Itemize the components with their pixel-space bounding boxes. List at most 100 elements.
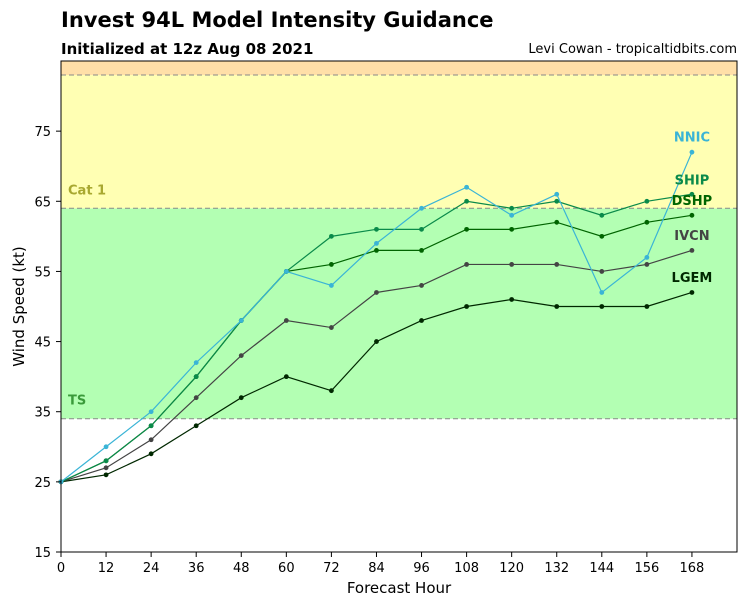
data-point xyxy=(554,262,560,267)
data-point xyxy=(689,212,695,218)
series-lgem xyxy=(58,290,695,485)
data-point xyxy=(148,437,154,443)
x-tick-label: 156 xyxy=(634,561,659,576)
data-point xyxy=(599,269,605,274)
band-label-ts: TS xyxy=(68,394,86,409)
x-tick-label: 24 xyxy=(143,561,160,576)
data-point xyxy=(103,472,109,478)
data-point xyxy=(554,304,560,309)
series-lines xyxy=(58,149,695,485)
x-tick-label: 72 xyxy=(323,561,340,576)
series-label-dshp: DSHP xyxy=(672,194,713,209)
series-label-lgem: LGEM xyxy=(672,271,713,286)
data-point xyxy=(644,262,650,267)
data-point xyxy=(283,269,289,274)
data-point xyxy=(689,191,695,197)
data-point xyxy=(509,297,515,302)
data-point xyxy=(689,247,695,253)
data-point xyxy=(193,423,199,429)
x-tick-label: 12 xyxy=(98,561,115,576)
data-point xyxy=(238,395,244,401)
data-point xyxy=(103,465,109,471)
data-point xyxy=(599,233,605,239)
data-point xyxy=(374,247,379,253)
data-point xyxy=(644,198,650,204)
series-label-ivcn: IVCN xyxy=(674,229,709,244)
x-tick-label: 60 xyxy=(278,561,295,576)
band-3 xyxy=(61,61,737,76)
data-point xyxy=(554,219,560,225)
plot-frame xyxy=(60,60,738,553)
band-labels: TS Cat 1 xyxy=(68,183,106,408)
series-label-nnic: NNIC xyxy=(674,131,710,146)
data-point xyxy=(148,423,154,429)
data-point xyxy=(419,205,424,211)
x-tick-label: 168 xyxy=(680,561,705,576)
data-point xyxy=(419,283,424,288)
data-point xyxy=(689,290,695,295)
y-tick-label: 75 xyxy=(34,125,51,140)
series-ivcn xyxy=(58,247,695,485)
data-point xyxy=(599,290,605,295)
chart-credit: Levi Cowan - tropicaltidbits.com xyxy=(528,42,737,57)
data-point xyxy=(509,212,515,218)
series-label-ship: SHIP xyxy=(675,173,710,188)
data-point xyxy=(283,374,289,380)
data-point xyxy=(103,444,109,450)
data-point xyxy=(193,395,199,401)
data-point xyxy=(644,255,650,260)
y-tick-label: 15 xyxy=(34,546,51,561)
intensity-bands xyxy=(61,61,737,552)
data-point xyxy=(238,353,244,358)
data-point xyxy=(374,290,379,295)
data-point xyxy=(509,262,515,267)
y-tick-label: 55 xyxy=(34,265,51,280)
x-tick-label: 48 xyxy=(233,561,250,576)
series-nnic xyxy=(58,149,695,485)
x-axis-label: Forecast Hour xyxy=(347,579,452,597)
x-tick-label: 96 xyxy=(413,561,430,576)
x-tick-label: 132 xyxy=(544,561,569,576)
data-point xyxy=(599,212,605,218)
data-point xyxy=(644,219,650,225)
band-0 xyxy=(61,418,737,552)
data-point xyxy=(644,304,650,309)
data-point xyxy=(509,226,515,232)
y-axis-label: Wind Speed (kt) xyxy=(10,246,28,367)
data-point xyxy=(464,262,469,267)
band-ts xyxy=(61,208,737,419)
data-point xyxy=(238,318,244,323)
data-point xyxy=(509,205,515,211)
data-point xyxy=(374,240,379,246)
x-tick-label: 144 xyxy=(589,561,614,576)
data-point xyxy=(329,233,334,239)
data-point xyxy=(329,262,334,267)
y-axis-ticks: 15 25 35 45 55 65 75 xyxy=(34,125,61,561)
data-point xyxy=(464,198,469,204)
data-point xyxy=(103,458,109,464)
data-point xyxy=(374,339,379,344)
data-point xyxy=(283,318,289,323)
y-tick-label: 25 xyxy=(34,476,51,491)
chart-title: Invest 94L Model Intensity Guidance xyxy=(61,8,494,32)
data-point xyxy=(554,198,560,204)
x-tick-label: 36 xyxy=(188,561,205,576)
data-point xyxy=(554,191,560,197)
data-point xyxy=(329,283,334,288)
x-axis-ticks: 0 12 24 36 48 60 72 84 96 108 120 132 144 156 168 xyxy=(57,552,704,576)
data-point xyxy=(374,226,379,232)
y-tick-label: 35 xyxy=(34,406,51,421)
data-point xyxy=(464,226,469,232)
data-point xyxy=(464,304,469,309)
band-label-cat-1: Cat 1 xyxy=(68,183,106,198)
x-tick-label: 120 xyxy=(499,561,524,576)
x-tick-label: 84 xyxy=(368,561,385,576)
series-ship xyxy=(58,191,695,485)
data-point xyxy=(193,360,199,366)
data-point xyxy=(193,374,199,380)
y-tick-label: 45 xyxy=(34,336,51,351)
data-point xyxy=(599,304,605,309)
data-point xyxy=(148,451,154,457)
y-tick-label: 65 xyxy=(34,195,51,210)
